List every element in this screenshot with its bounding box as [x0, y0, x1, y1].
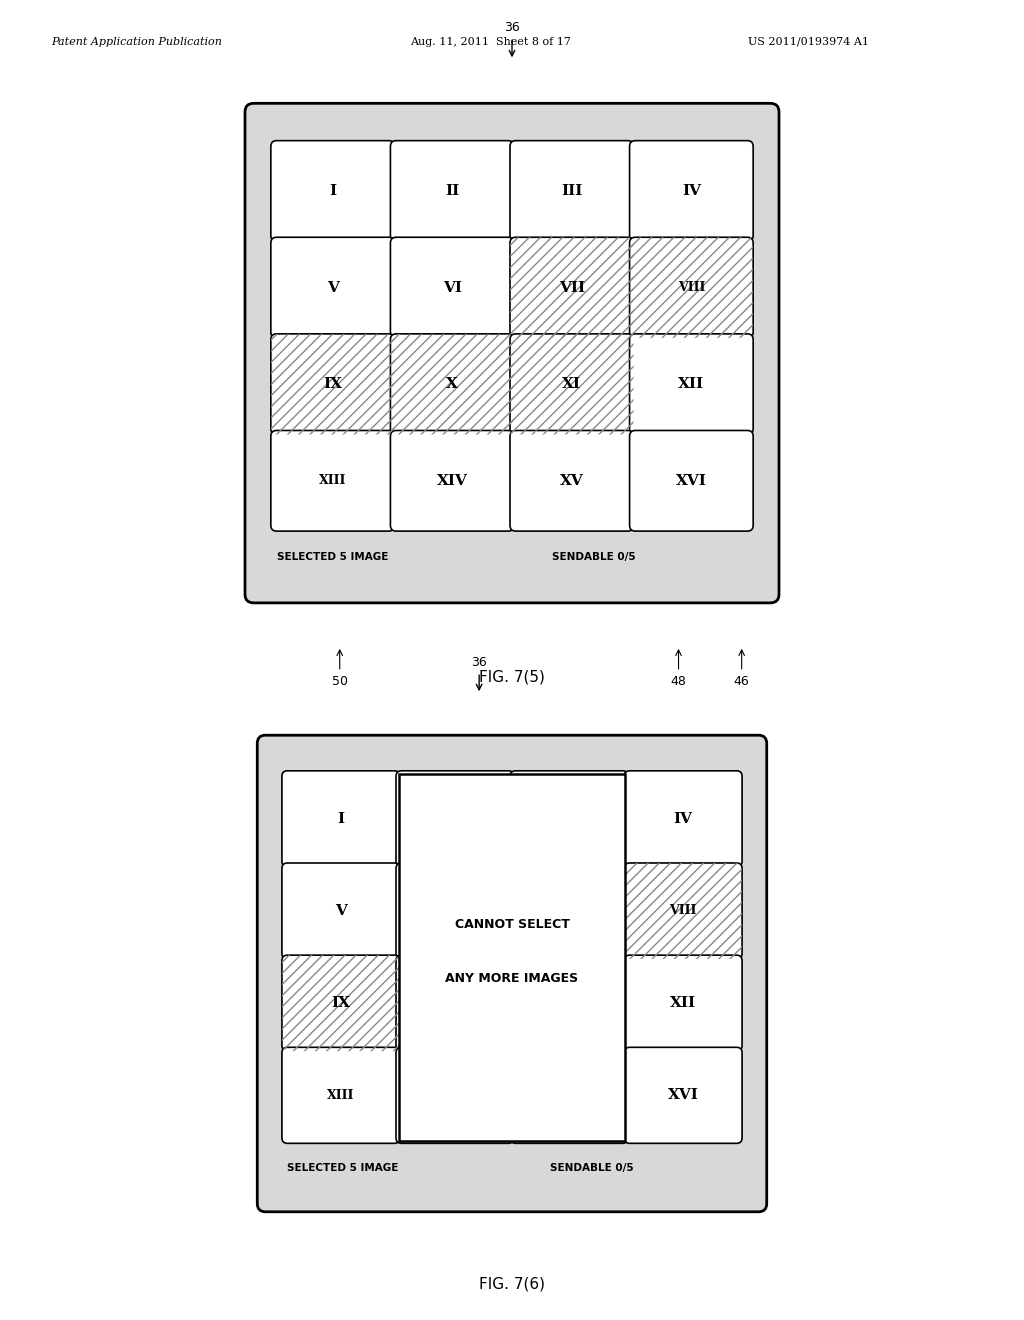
Text: VIII: VIII [678, 281, 706, 294]
FancyBboxPatch shape [270, 238, 394, 338]
Text: SENDABLE 0/5: SENDABLE 0/5 [550, 1163, 634, 1173]
Text: XIII: XIII [318, 474, 346, 487]
Text: II: II [445, 183, 460, 198]
FancyBboxPatch shape [282, 771, 399, 867]
FancyBboxPatch shape [270, 430, 394, 531]
FancyBboxPatch shape [270, 334, 394, 434]
Text: XVI: XVI [668, 1088, 698, 1102]
Text: SELECTED 5 IMAGE: SELECTED 5 IMAGE [276, 552, 388, 562]
Text: II: II [447, 812, 462, 826]
Text: VI: VI [442, 281, 462, 294]
Text: 36: 36 [471, 656, 487, 669]
FancyBboxPatch shape [630, 141, 754, 242]
FancyBboxPatch shape [510, 141, 634, 242]
FancyBboxPatch shape [630, 430, 754, 531]
FancyBboxPatch shape [510, 956, 628, 1051]
FancyBboxPatch shape [396, 956, 514, 1051]
FancyBboxPatch shape [510, 238, 634, 338]
Text: ANY MORE IMAGES: ANY MORE IMAGES [445, 973, 579, 986]
Text: XVI: XVI [676, 474, 707, 488]
Text: III: III [561, 183, 583, 198]
FancyBboxPatch shape [396, 771, 514, 867]
Text: IX: IX [324, 378, 342, 391]
FancyBboxPatch shape [510, 430, 634, 531]
Text: Patent Application Publication: Patent Application Publication [51, 37, 222, 48]
Text: III: III [558, 812, 580, 826]
Text: VIII: VIII [670, 904, 696, 917]
Text: FIG. 7(6): FIG. 7(6) [479, 1276, 545, 1291]
FancyBboxPatch shape [630, 238, 754, 338]
FancyBboxPatch shape [398, 774, 626, 1140]
Text: XV: XV [560, 474, 584, 488]
Text: US 2011/0193974 A1: US 2011/0193974 A1 [748, 37, 868, 48]
Text: 48: 48 [671, 675, 686, 688]
FancyBboxPatch shape [282, 863, 399, 960]
FancyBboxPatch shape [625, 863, 742, 960]
Text: XIV: XIV [439, 1088, 470, 1102]
Text: 50: 50 [332, 675, 348, 688]
Text: 46: 46 [734, 675, 750, 688]
Text: VI: VI [445, 904, 465, 917]
Text: XII: XII [678, 378, 705, 391]
Text: XI: XI [562, 378, 582, 391]
FancyBboxPatch shape [625, 1047, 742, 1143]
FancyBboxPatch shape [282, 1047, 399, 1143]
Text: IX: IX [332, 997, 350, 1010]
Text: SENDABLE 0/5: SENDABLE 0/5 [552, 552, 636, 562]
Text: SELECTED 5 IMAGE: SELECTED 5 IMAGE [288, 1163, 398, 1173]
FancyBboxPatch shape [396, 1047, 514, 1143]
Text: CANNOT SELECT: CANNOT SELECT [455, 917, 569, 931]
FancyBboxPatch shape [625, 771, 742, 867]
Text: XIV: XIV [437, 474, 468, 488]
Text: FIG. 7(5): FIG. 7(5) [479, 669, 545, 684]
Text: X: X [446, 378, 458, 391]
Text: V: V [327, 281, 339, 294]
FancyBboxPatch shape [390, 334, 514, 434]
Text: IV: IV [682, 183, 700, 198]
FancyBboxPatch shape [510, 771, 628, 867]
Text: IV: IV [674, 812, 692, 826]
Text: 36: 36 [504, 21, 520, 34]
FancyBboxPatch shape [257, 735, 767, 1212]
Text: XII: XII [670, 997, 696, 1010]
FancyBboxPatch shape [390, 238, 514, 338]
Text: X: X [449, 997, 461, 1010]
Text: XIII: XIII [328, 1089, 354, 1102]
FancyBboxPatch shape [625, 956, 742, 1051]
FancyBboxPatch shape [510, 1047, 628, 1143]
FancyBboxPatch shape [510, 863, 628, 960]
FancyBboxPatch shape [282, 956, 399, 1051]
Text: I: I [329, 183, 336, 198]
FancyBboxPatch shape [396, 863, 514, 960]
FancyBboxPatch shape [390, 430, 514, 531]
Text: V: V [335, 904, 347, 917]
FancyBboxPatch shape [630, 334, 754, 434]
FancyBboxPatch shape [270, 141, 394, 242]
FancyBboxPatch shape [245, 103, 779, 603]
FancyBboxPatch shape [390, 141, 514, 242]
Text: I: I [337, 812, 344, 826]
Text: XI: XI [559, 997, 579, 1010]
FancyBboxPatch shape [510, 334, 634, 434]
Text: VII: VII [556, 904, 582, 917]
Text: VII: VII [559, 281, 585, 294]
Text: Aug. 11, 2011  Sheet 8 of 17: Aug. 11, 2011 Sheet 8 of 17 [410, 37, 570, 48]
Text: XV: XV [557, 1088, 581, 1102]
